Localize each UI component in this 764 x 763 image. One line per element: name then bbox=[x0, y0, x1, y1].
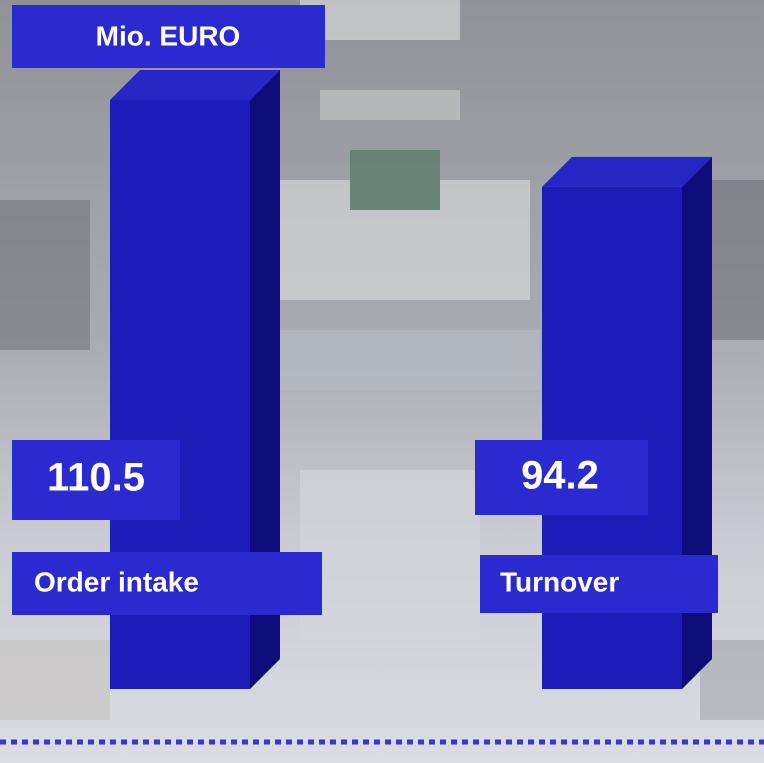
bar-top bbox=[542, 157, 712, 187]
bar-top bbox=[110, 70, 280, 100]
category-label: Turnover bbox=[500, 566, 619, 597]
value-label: 94.2 bbox=[521, 454, 599, 498]
page: Mio. EURO 110.5Order intake94.2Turnover … bbox=[0, 0, 764, 763]
value-label: 110.5 bbox=[47, 456, 145, 500]
chart: Mio. EURO 110.5 Order intake 94.2 Turnover bbox=[0, 0, 764, 763]
category-label: Order intake bbox=[34, 566, 199, 597]
bar bbox=[542, 187, 682, 689]
chart-title: Mio. EURO bbox=[96, 20, 241, 51]
